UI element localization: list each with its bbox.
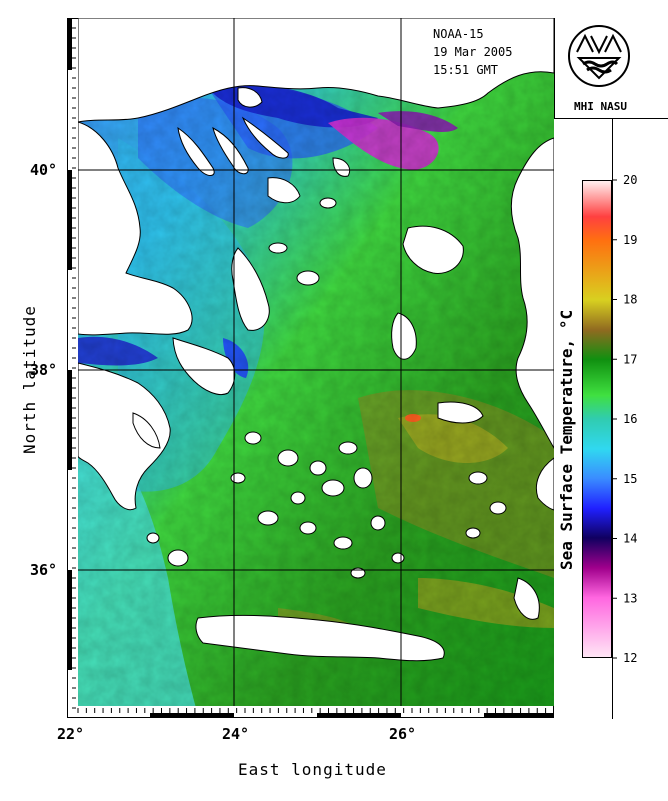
lat-tick-40: 40° xyxy=(30,161,58,179)
colorbar-title: Sea Surface Temperature, °C xyxy=(557,309,576,570)
lon-tick-26: 26° xyxy=(389,725,417,743)
colorbar-tick-label: 19 xyxy=(623,233,637,247)
sea-surface xyxy=(78,48,554,706)
colorbar-tick-label: 17 xyxy=(623,352,637,366)
colorbar-tick-label: 13 xyxy=(623,591,637,605)
longitude-ruler xyxy=(77,708,554,718)
logo-panel: MHI NASU xyxy=(554,18,668,119)
colorbar-tick-label: 16 xyxy=(623,412,637,426)
satellite-info: NOAA-15 19 Mar 2005 15:51 GMT xyxy=(433,25,512,79)
latitude-ruler xyxy=(67,18,76,718)
y-axis-title: North latitude xyxy=(20,305,39,454)
acquisition-time: 15:51 GMT xyxy=(433,63,499,77)
satellite-name: NOAA-15 xyxy=(433,27,484,41)
colorbar-ticks: 20 19 18 17 16 15 14 13 12 xyxy=(612,173,637,665)
logo-text: MHI NASU xyxy=(574,100,627,113)
sst-map xyxy=(78,18,554,706)
lon-tick-24: 24° xyxy=(222,725,250,743)
colorbar-tick-label: 20 xyxy=(623,173,637,187)
colorbar-tick-label: 12 xyxy=(623,651,637,665)
colorbar-tick-label: 14 xyxy=(623,532,637,546)
x-axis-title: East longitude xyxy=(238,760,387,779)
graticule xyxy=(78,18,554,706)
colorbar-tick-label: 18 xyxy=(623,293,637,307)
lat-tick-38: 38° xyxy=(30,361,58,379)
lat-tick-36: 36° xyxy=(30,561,58,579)
lon-tick-22: 22° xyxy=(57,725,85,743)
colorbar xyxy=(582,180,612,658)
institute-logo-icon xyxy=(568,25,630,87)
colorbar-tick-label: 15 xyxy=(623,472,637,486)
acquisition-date: 19 Mar 2005 xyxy=(433,45,513,59)
landmass xyxy=(78,18,554,662)
